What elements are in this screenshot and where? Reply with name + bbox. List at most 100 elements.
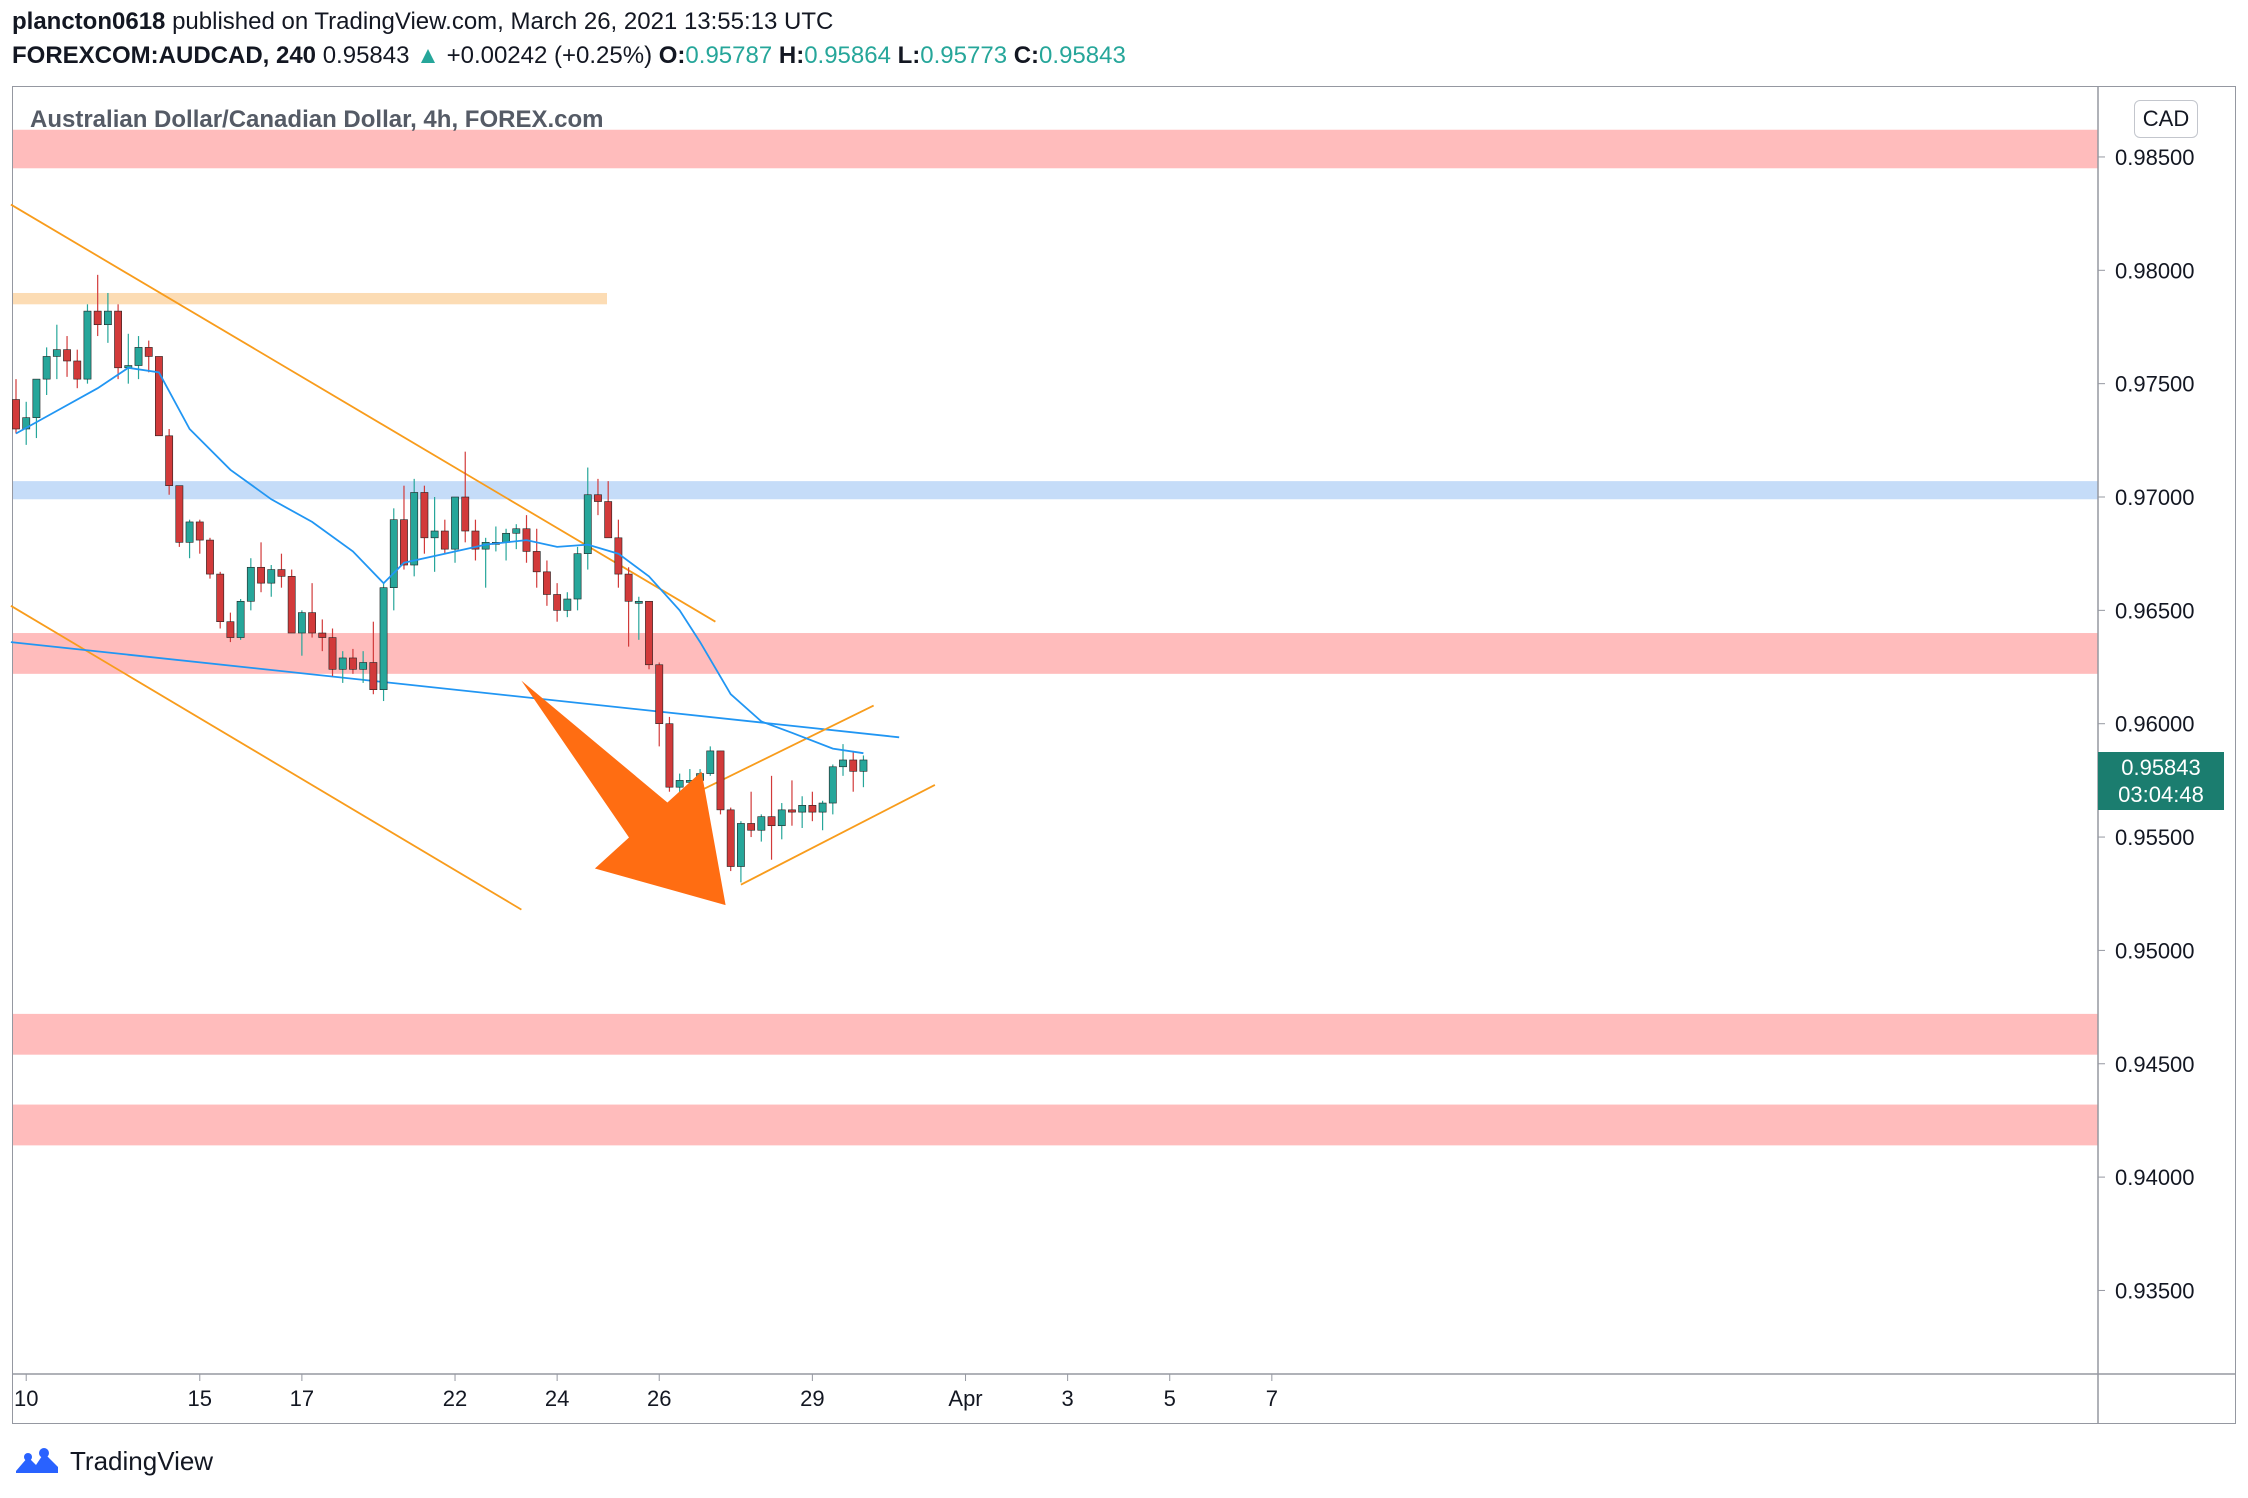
candle-body (318, 632, 327, 638)
candle-body (808, 805, 817, 813)
candle-body (604, 501, 613, 539)
candle-body (420, 492, 429, 539)
candle-body (563, 598, 572, 611)
candle-body (532, 551, 541, 573)
candle-body (410, 492, 419, 566)
candle-body (502, 532, 510, 543)
candle-body (134, 347, 143, 366)
high-label: H: (778, 42, 805, 69)
orange-trendline-0 (10, 203, 716, 623)
candle-body (512, 528, 521, 534)
open-label: O: (658, 42, 686, 69)
up-arrow-icon: ▲ (416, 42, 440, 69)
candle-body (624, 573, 633, 602)
candle-body (267, 569, 276, 584)
candle-body (737, 823, 745, 867)
time-tick-label: 29 (800, 1386, 824, 1411)
candle-body (236, 600, 245, 638)
candle-body (257, 566, 265, 584)
time-tick-label: 22 (443, 1386, 467, 1411)
moving-average-layer (15, 366, 864, 755)
candle-body (757, 816, 766, 831)
price-tick-label: 0.93500 (2115, 1278, 2195, 1303)
low-label: L: (897, 42, 921, 69)
price-tick-label: 0.95000 (2115, 938, 2195, 963)
candle-body (369, 662, 378, 691)
price-tick-label: 0.95500 (2115, 825, 2195, 850)
candle-body (328, 637, 337, 670)
candle-body (349, 657, 357, 670)
high-value: 0.95864 (804, 42, 891, 69)
candle-body (22, 417, 31, 430)
price-tick-label: 0.96000 (2115, 712, 2195, 737)
down-arrow-annotation (521, 680, 726, 906)
candle-body (216, 573, 225, 622)
candle-body (471, 530, 480, 550)
candle-body (12, 399, 20, 430)
price-axis: 0.98500 0.98000 0.97500 0.97000 0.96500 0.960… (2098, 145, 2195, 1303)
time-tick-label: 10 (14, 1386, 38, 1411)
symbol-legend: FOREXCOM:AUDCAD, 240 0.95843 ▲ +0.00242 … (12, 42, 1126, 70)
candle-body (645, 600, 653, 666)
orange-zone-1 (13, 292, 607, 305)
candle-body (594, 494, 602, 502)
time-tick-label: 17 (290, 1386, 314, 1411)
price-tick-label: 0.97500 (2115, 372, 2195, 397)
candle-body (246, 566, 255, 602)
red-zone-0 (13, 129, 2098, 169)
symbol-name[interactable]: FOREXCOM:AUDCAD, 240 (12, 42, 317, 69)
candle-body (543, 571, 551, 595)
currency-button[interactable]: CAD (2134, 100, 2198, 138)
time-tick-label: 26 (647, 1386, 671, 1411)
open-value: 0.95787 (685, 42, 773, 69)
publish-meta: published on TradingView.com, March 26, … (172, 8, 834, 35)
candle-body (165, 435, 174, 486)
price-tick-label: 0.94500 (2115, 1052, 2195, 1077)
candle-body (665, 723, 674, 788)
price-tick-label: 0.96500 (2115, 598, 2195, 623)
price-tick-label: 0.97000 (2115, 485, 2195, 510)
candle-body (440, 530, 449, 550)
candle-body (185, 521, 194, 543)
candle-body (400, 519, 408, 566)
moving-average-line (15, 366, 864, 755)
footer-brand[interactable]: TradingView (14, 1444, 213, 1478)
trendlines-layer (10, 203, 936, 911)
candle-body (839, 759, 847, 768)
candle-body (430, 530, 439, 539)
chart-frame (12, 86, 2236, 1424)
candle-body (726, 809, 735, 867)
candle-body (389, 519, 398, 588)
candle-body (655, 664, 664, 725)
last-price: 0.95843 (322, 42, 410, 69)
candle-body (706, 750, 715, 774)
blue-zone-2 (13, 481, 2098, 500)
candle-body (573, 553, 582, 600)
candle-body (103, 310, 112, 326)
candle-body (175, 485, 184, 543)
bar-countdown: 03:04:48 (2118, 782, 2204, 807)
chart-title: Australian Dollar/Canadian Dollar, 4h, F… (30, 106, 604, 133)
candle-body (716, 750, 725, 811)
candle-body (788, 809, 796, 813)
arrow-layer (521, 680, 726, 906)
candle-body (798, 805, 807, 813)
author-name[interactable]: plancton0618 (12, 8, 166, 35)
candle-body (52, 349, 61, 357)
last-price-tag: 0.95843 03:04:48 (2098, 752, 2224, 810)
candle-body (451, 496, 459, 550)
candle-body (379, 587, 388, 691)
candle-body (93, 310, 102, 326)
time-axis: 10 15 17 22 24 26 29 Apr 3 5 7 (14, 1374, 1278, 1411)
candle-body (849, 759, 858, 772)
red-zone-5 (13, 1104, 2098, 1146)
candle-body (859, 759, 868, 772)
tradingview-logo-icon (16, 1448, 58, 1473)
candle-body (114, 310, 122, 369)
last-price-tag-value: 0.95843 (2121, 755, 2201, 780)
candle-body (277, 569, 286, 577)
candle-body (83, 310, 92, 380)
time-tick-label: Apr (948, 1386, 982, 1411)
candle-body (675, 780, 684, 788)
